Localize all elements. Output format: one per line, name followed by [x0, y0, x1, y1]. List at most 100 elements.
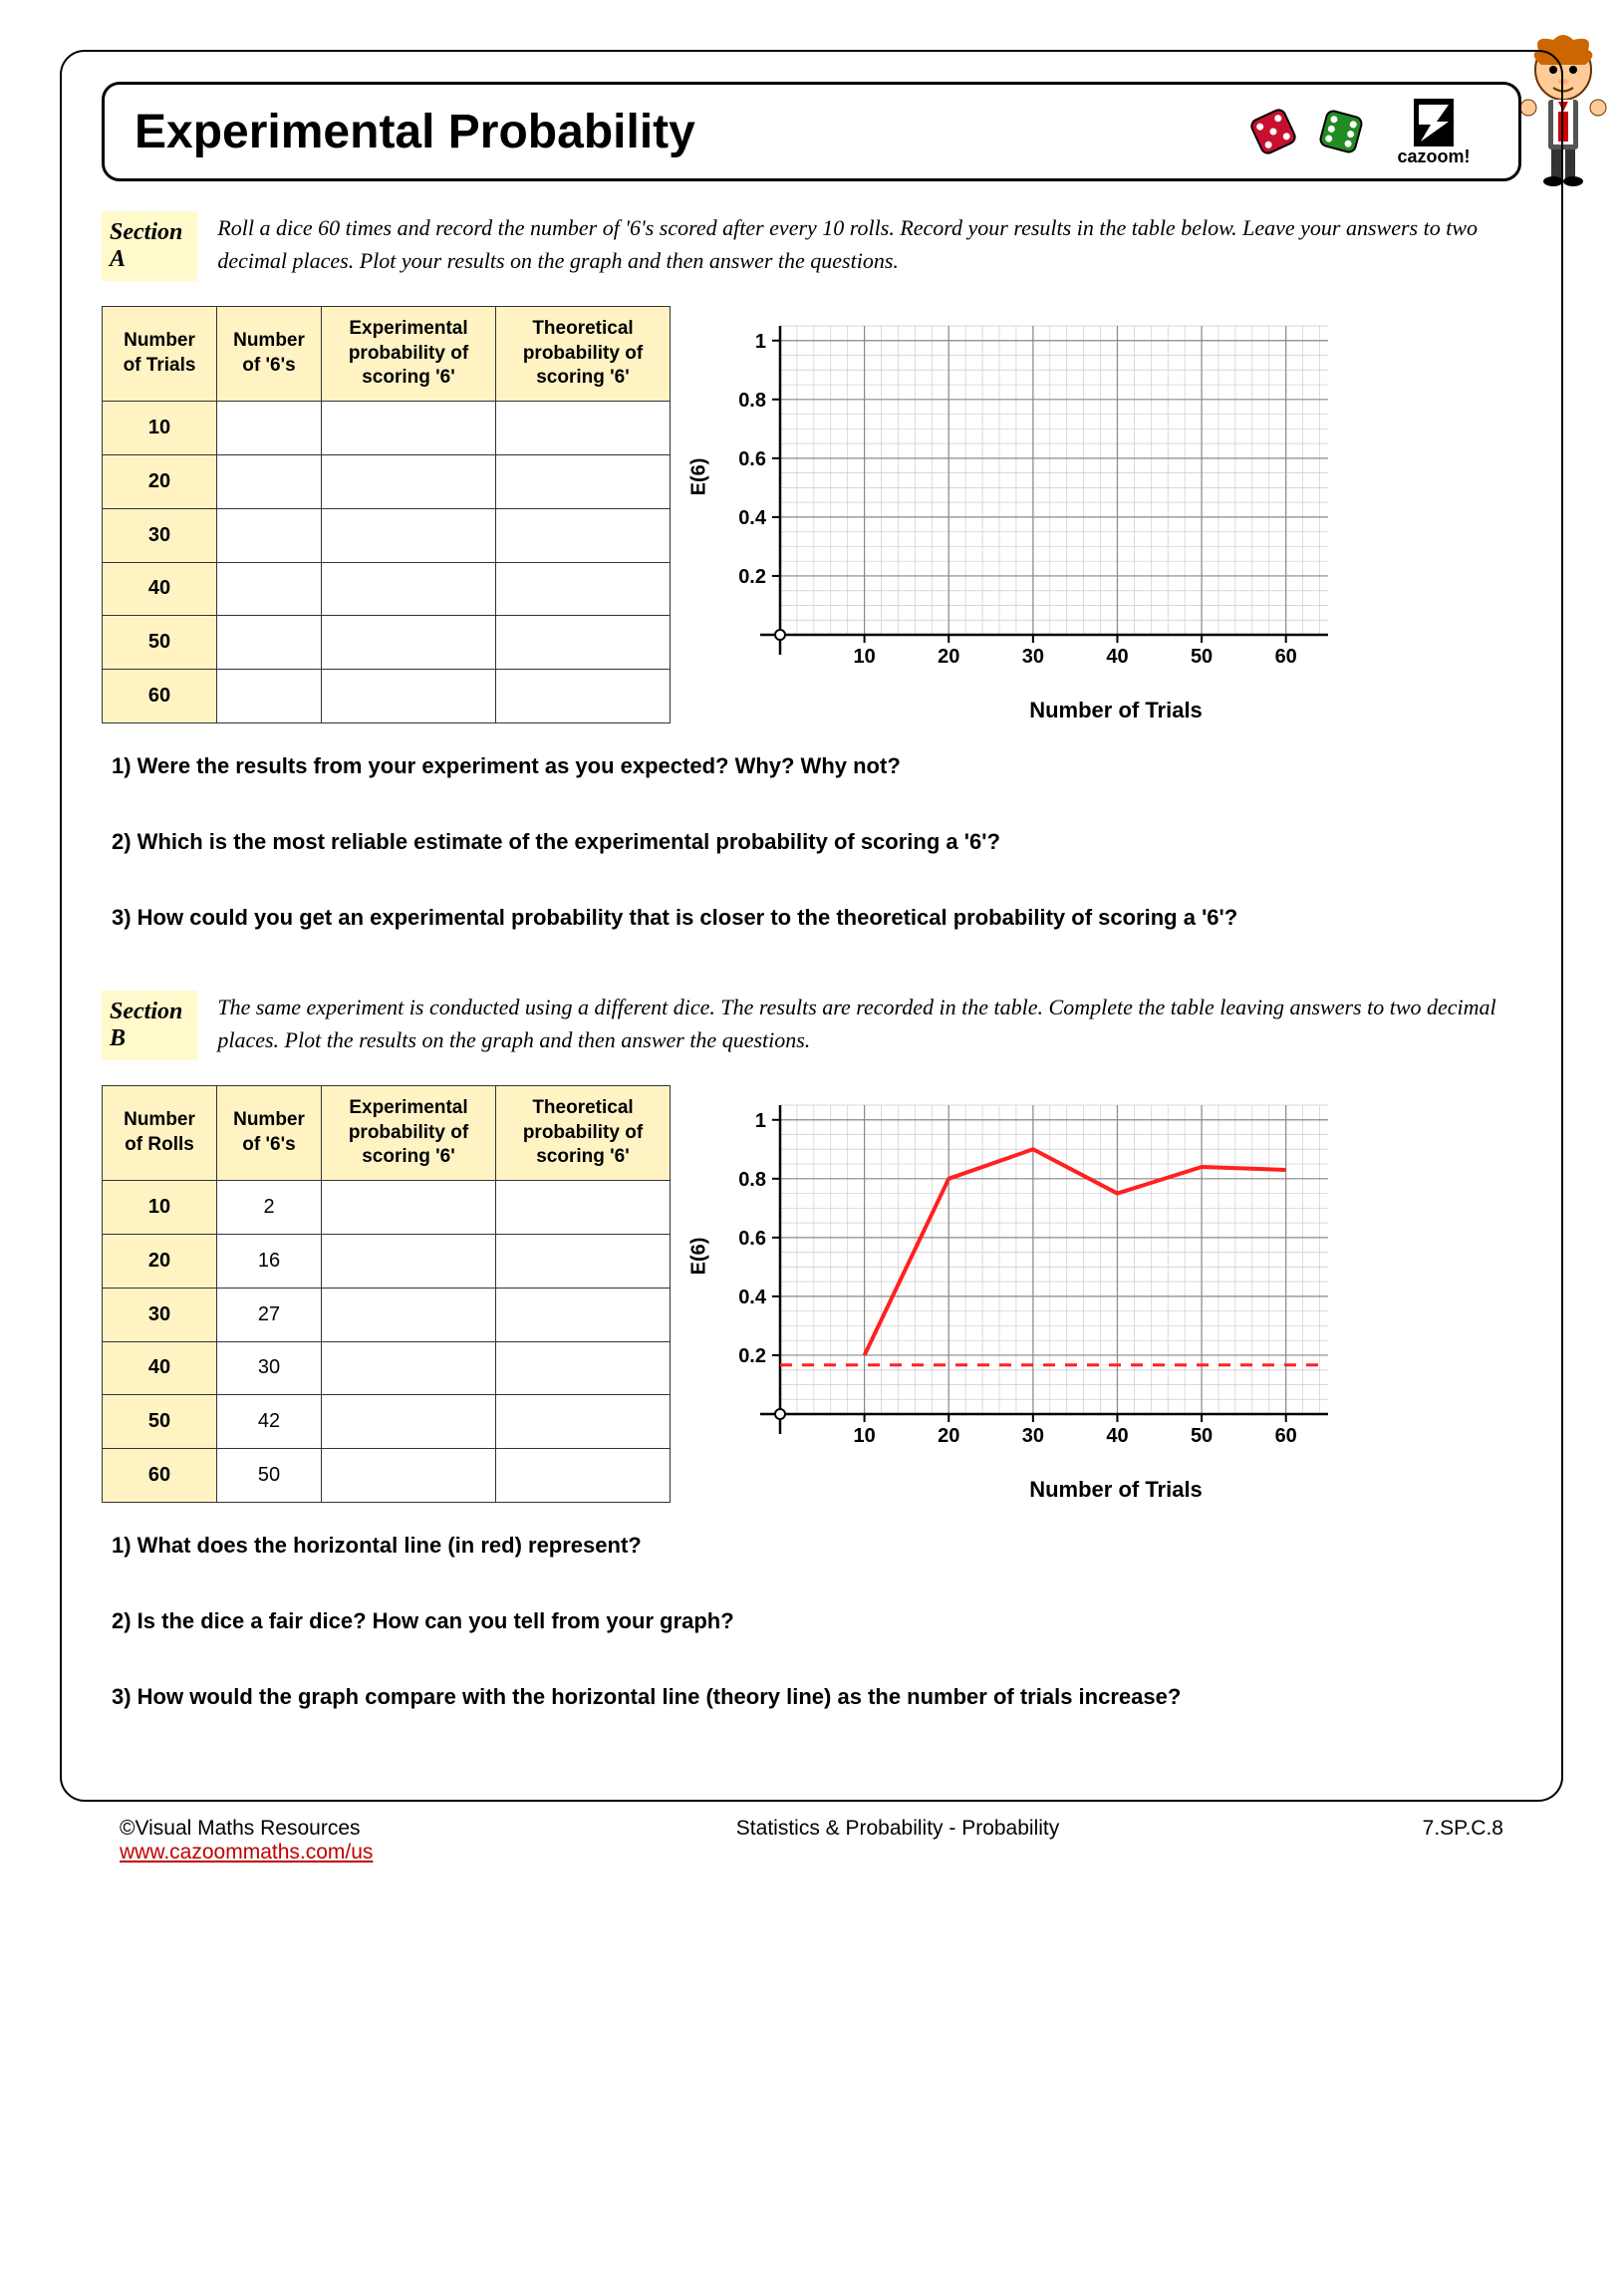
trials-cell: 50 [103, 1395, 217, 1449]
svg-text:60: 60 [1275, 1425, 1297, 1447]
theo-prob-cell [496, 508, 671, 562]
svg-text:1: 1 [755, 331, 766, 353]
theo-prob-cell [496, 1234, 671, 1288]
svg-text:20: 20 [938, 646, 959, 668]
trials-cell: 10 [103, 1181, 217, 1235]
table-header: Number of Rolls [103, 1086, 217, 1181]
red-dice-icon [1243, 102, 1303, 161]
svg-text:20: 20 [938, 1425, 959, 1447]
chart-b-svg: 1020304050600.20.40.60.81 [710, 1085, 1348, 1464]
sixes-cell [217, 402, 322, 455]
trials-cell: 50 [103, 616, 217, 670]
svg-text:40: 40 [1106, 646, 1128, 668]
svg-text:60: 60 [1275, 646, 1297, 668]
green-dice-icon [1311, 102, 1371, 161]
trials-cell: 60 [103, 670, 217, 723]
exp-prob-cell [322, 1449, 496, 1503]
title-bar: Experimental Probability [102, 82, 1521, 181]
svg-text:10: 10 [853, 1425, 875, 1447]
table-row: 30 27 [103, 1288, 671, 1341]
svg-text:0.8: 0.8 [738, 1169, 766, 1191]
section-b-label: Section B [102, 991, 197, 1060]
table-row: 60 50 [103, 1449, 671, 1503]
section-b-chart: E(6) 1020304050600.20.40.60.81 Number of… [710, 1085, 1521, 1503]
question: 1) What does the horizontal line (in red… [112, 1533, 1521, 1559]
sixes-cell [217, 454, 322, 508]
trials-cell: 30 [103, 1288, 217, 1341]
section-a-table: Number of Trials Number of '6's Experime… [102, 306, 671, 723]
sixes-cell [217, 670, 322, 723]
sixes-cell: 27 [217, 1288, 322, 1341]
y-axis-label: E(6) [687, 458, 710, 496]
section-a-intro: Section A Roll a dice 60 times and recor… [102, 211, 1521, 281]
exp-prob-cell [322, 1341, 496, 1395]
theo-prob-cell [496, 1288, 671, 1341]
table-row: 10 [103, 402, 671, 455]
theo-prob-cell [496, 1181, 671, 1235]
table-row: 20 [103, 454, 671, 508]
exp-prob-cell [322, 1234, 496, 1288]
chart-a-svg: 1020304050600.20.40.60.81 [710, 306, 1348, 685]
table-header: Experimental probability of scoring '6' [322, 1086, 496, 1181]
svg-text:0.2: 0.2 [738, 1345, 766, 1367]
exp-prob-cell [322, 1181, 496, 1235]
x-axis-label: Number of Trials [710, 1477, 1521, 1503]
exp-prob-cell [322, 670, 496, 723]
sixes-cell [217, 616, 322, 670]
svg-text:0.8: 0.8 [738, 390, 766, 412]
table-header: Theoretical probability of scoring '6' [496, 307, 671, 402]
svg-text:cazoom!: cazoom! [1397, 146, 1470, 166]
question: 1) Were the results from your experiment… [112, 753, 1521, 779]
section-a-label: Section A [102, 211, 197, 281]
svg-text:1: 1 [755, 1110, 766, 1132]
svg-text:30: 30 [1022, 1425, 1044, 1447]
question: 2) Which is the most reliable estimate o… [112, 829, 1521, 855]
table-row: 40 30 [103, 1341, 671, 1395]
section-a-chart: E(6) 1020304050600.20.40.60.81 Number of… [710, 306, 1521, 723]
section-b-text: The same experiment is conducted using a… [217, 991, 1521, 1056]
svg-text:10: 10 [853, 646, 875, 668]
sixes-cell: 50 [217, 1449, 322, 1503]
question: 3) How would the graph compare with the … [112, 1684, 1521, 1710]
theo-prob-cell [496, 402, 671, 455]
theo-prob-cell [496, 562, 671, 616]
svg-text:0.6: 0.6 [738, 1228, 766, 1250]
trials-cell: 60 [103, 1449, 217, 1503]
sixes-cell: 42 [217, 1395, 322, 1449]
table-header: Theoretical probability of scoring '6' [496, 1086, 671, 1181]
exp-prob-cell [322, 1395, 496, 1449]
theo-prob-cell [496, 670, 671, 723]
svg-text:0.6: 0.6 [738, 448, 766, 470]
table-header: Experimental probability of scoring '6' [322, 307, 496, 402]
page-title: Experimental Probability [135, 105, 695, 159]
svg-text:40: 40 [1106, 1425, 1128, 1447]
trials-cell: 40 [103, 562, 217, 616]
section-b-questions: 1) What does the horizontal line (in red… [112, 1533, 1521, 1710]
section-b-table: Number of Rolls Number of '6's Experimen… [102, 1085, 671, 1503]
exp-prob-cell [322, 508, 496, 562]
sixes-cell [217, 508, 322, 562]
theo-prob-cell [496, 1449, 671, 1503]
svg-text:50: 50 [1191, 646, 1213, 668]
footer-subject: Statistics & Probability - Probability [736, 1817, 1059, 1841]
question: 2) Is the dice a fair dice? How can you … [112, 1608, 1521, 1634]
trials-cell: 20 [103, 454, 217, 508]
x-axis-label: Number of Trials [710, 698, 1521, 723]
theo-prob-cell [496, 1395, 671, 1449]
footer: ©Visual Maths Resources www.cazoommaths.… [60, 1802, 1563, 1894]
table-header: Number of Trials [103, 307, 217, 402]
exp-prob-cell [322, 616, 496, 670]
svg-text:0.4: 0.4 [738, 1287, 767, 1308]
table-row: 10 2 [103, 1181, 671, 1235]
exp-prob-cell [322, 1288, 496, 1341]
question: 3) How could you get an experimental pro… [112, 905, 1521, 931]
footer-url[interactable]: www.cazoommaths.com/us [120, 1841, 373, 1864]
sixes-cell [217, 562, 322, 616]
y-axis-label: E(6) [687, 1238, 710, 1276]
exp-prob-cell [322, 402, 496, 455]
section-a-text: Roll a dice 60 times and record the numb… [217, 211, 1521, 277]
section-a-questions: 1) Were the results from your experiment… [112, 753, 1521, 931]
table-row: 20 16 [103, 1234, 671, 1288]
copyright-text: ©Visual Maths Resources [120, 1817, 373, 1841]
exp-prob-cell [322, 562, 496, 616]
